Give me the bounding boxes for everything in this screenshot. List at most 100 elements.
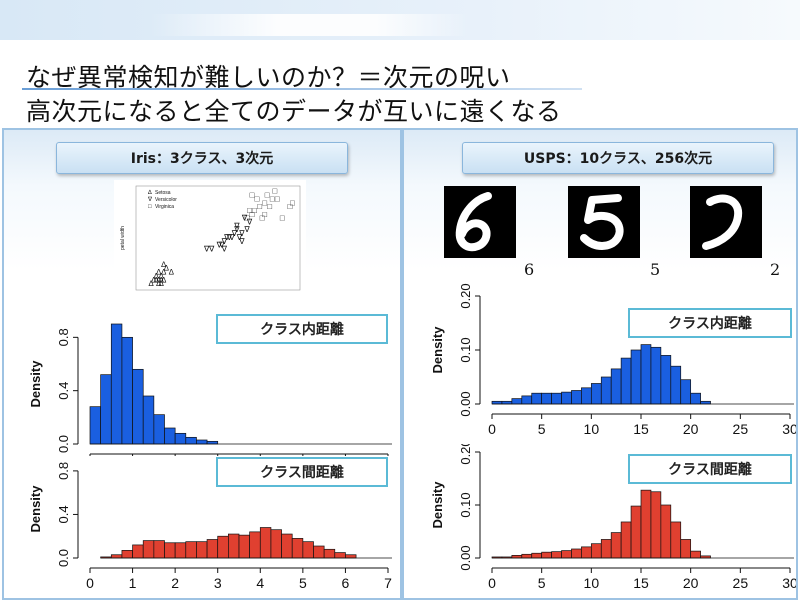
histogram-bar (345, 554, 357, 559)
scatter-point: ∇ (231, 229, 238, 238)
scatter-point: □ (250, 191, 255, 200)
digit-label-2: 2 (770, 260, 781, 279)
scatter-point: □ (272, 187, 277, 196)
usps-panel: USPS：10クラス、256次元 6 5 2 クラス内距離 0 5 10 15 20 25… (402, 128, 798, 600)
legend-versicolor: Versicolor (155, 197, 177, 203)
histogram-bar (670, 365, 682, 405)
scatter-ylabel: petal width (120, 226, 126, 250)
x-tick-label: 7 (384, 575, 392, 591)
histogram-bar (670, 521, 682, 559)
histogram-bar (571, 390, 582, 405)
title-underline (22, 88, 582, 90)
slide-title-line2: 高次元になると全てのデータが互いに遠くなる (26, 97, 562, 126)
histogram-bar (610, 368, 622, 405)
scatter-point: ∇ (216, 241, 223, 250)
scatter-point: ∇ (228, 233, 235, 242)
histogram-bar (196, 541, 208, 559)
x-tick-label: 5 (538, 421, 546, 437)
histogram-bar (660, 504, 672, 559)
histogram-bar (323, 548, 336, 559)
usps-intra-label: クラス内距離 (628, 308, 792, 338)
histogram-bar (700, 400, 711, 405)
y-tick-label: 0.0 (56, 435, 71, 453)
histogram-bar (142, 540, 155, 559)
scatter-point: □ (280, 214, 285, 223)
histogram-bar (153, 414, 165, 445)
histogram-bar (521, 553, 533, 559)
y-tick-label: 0.20 (458, 283, 473, 308)
x-tick-label: 20 (683, 575, 699, 591)
scatter-point: ∆ (149, 279, 154, 288)
y-axis-label: Density (28, 360, 43, 408)
legend-virginica-marker: □ (148, 204, 152, 210)
histogram-bar (551, 551, 562, 559)
y-tick-label: 0.0 (56, 549, 71, 567)
histogram-bar (142, 395, 155, 445)
histogram-bar (650, 491, 662, 559)
usps-intra-histogram: 0 5 10 15 20 25 30 0.00 0.10 0.20 Density (430, 283, 796, 437)
x-tick-label: 30 (782, 421, 796, 437)
scatter-point: ∇ (243, 225, 250, 234)
x-tick-label: 4 (256, 575, 264, 591)
x-tick-label: 1 (129, 575, 137, 591)
slide-top-band (0, 0, 800, 40)
histogram-bar (571, 548, 582, 559)
histogram-bar (590, 383, 602, 405)
scatter-point: □ (262, 198, 267, 207)
legend-virginica: Virginica (155, 204, 174, 210)
histogram-bar (132, 368, 144, 445)
scatter-point: ∇ (233, 225, 240, 234)
histogram-bar (531, 552, 543, 559)
histogram-bar (153, 540, 165, 559)
scatter-point: ∆ (154, 271, 159, 280)
legend-setosa-marker: ∆ (148, 189, 152, 196)
histogram-bar (249, 531, 261, 559)
x-tick-label: 25 (733, 421, 749, 437)
x-tick-label: 10 (584, 575, 600, 591)
histogram-bar (581, 387, 592, 405)
histogram-bar (132, 544, 144, 559)
iris-panel: Iris：3クラス、3次元 petal width ∆ Setosa ∇ Ver… (2, 128, 402, 600)
scatter-point: ∇ (238, 229, 245, 238)
histogram-bar (511, 398, 523, 405)
histogram-bar (630, 349, 642, 405)
scatter-point: ∆ (164, 264, 169, 273)
digit-image-5 (568, 186, 640, 258)
x-tick-label: 0 (488, 575, 496, 591)
scatter-legend: ∆ Setosa ∇ Versicolor □ Virginica (147, 189, 177, 210)
histogram-bar (228, 533, 240, 559)
histogram-bar (121, 336, 133, 445)
histogram-bar (501, 400, 513, 405)
scatter-point: □ (260, 214, 265, 223)
x-tick-label: 3 (214, 575, 222, 591)
histogram-bar (164, 427, 176, 445)
scatter-point: ∇ (226, 233, 233, 242)
scatter-point: ∆ (161, 275, 166, 284)
scatter-point: □ (270, 194, 275, 203)
histogram-bar (581, 546, 592, 559)
digit-label-6: 6 (524, 260, 535, 279)
histogram-bar (174, 542, 187, 559)
scatter-point: ∇ (238, 237, 245, 246)
scatter-point: ∆ (159, 279, 164, 288)
scatter-point: ∆ (159, 275, 164, 284)
histogram-bar (174, 432, 187, 445)
scatter-points: ∆∆ ∆∆∆∆∆∆∆∆∆∆∆∆∆∇ ∇∇ ∇∇ ∇∇∇∇∇∇∇∇∇∇∇∇ ∇□□□□□□□… (149, 187, 295, 288)
x-tick-label: 5 (299, 575, 307, 591)
y-tick-label: 0.00 (458, 391, 473, 416)
histogram-bar (89, 406, 101, 445)
scatter-point: ∇ (221, 244, 228, 253)
legend-versicolor-marker: ∇ (147, 196, 153, 203)
histogram-bar (680, 539, 692, 559)
scatter-point: ∆ (156, 275, 161, 284)
y-tick-label: 0.10 (458, 492, 473, 517)
histogram-bar (640, 489, 652, 559)
scatter-point: ∇ (221, 237, 228, 246)
usps-panel-header: USPS：10クラス、256次元 (462, 142, 774, 174)
usps-inter-label: クラス間距離 (628, 454, 792, 484)
x-tick-label: 6 (342, 575, 350, 591)
scatter-point: ∇ (223, 233, 230, 242)
histogram-bar (217, 535, 229, 559)
histogram-bar (270, 529, 282, 559)
